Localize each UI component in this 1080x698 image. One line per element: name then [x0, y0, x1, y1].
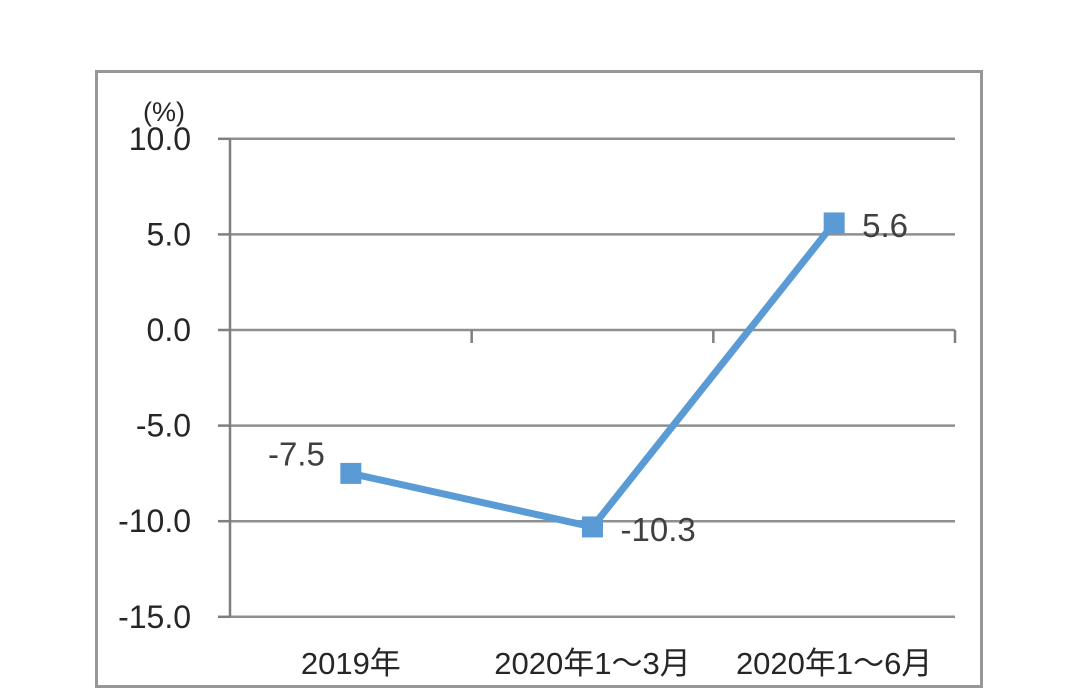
y-axis-unit-label: (%) — [143, 97, 185, 127]
x-category-label: 2020年1～3月 — [494, 646, 690, 681]
chart-frame — [95, 70, 983, 688]
x-category-label: 2019年 — [301, 646, 401, 681]
y-tick-label: 0.0 — [147, 312, 191, 348]
data-point-marker — [582, 516, 603, 538]
data-point-marker — [340, 462, 362, 484]
x-category-label: 2020年1～6月 — [736, 646, 932, 681]
y-tick-label: 10.0 — [129, 121, 191, 157]
series-line — [350, 220, 837, 531]
y-tick-label: -5.0 — [136, 408, 191, 444]
data-point-label: -7.5 — [268, 435, 325, 472]
y-tick-label: -10.0 — [118, 503, 191, 539]
y-tick-label: 5.0 — [147, 216, 191, 252]
data-point-marker — [823, 212, 845, 234]
data-point-label: 5.6 — [862, 207, 908, 244]
data-point-label: -10.3 — [621, 511, 696, 548]
y-tick-label: -15.0 — [118, 599, 191, 635]
